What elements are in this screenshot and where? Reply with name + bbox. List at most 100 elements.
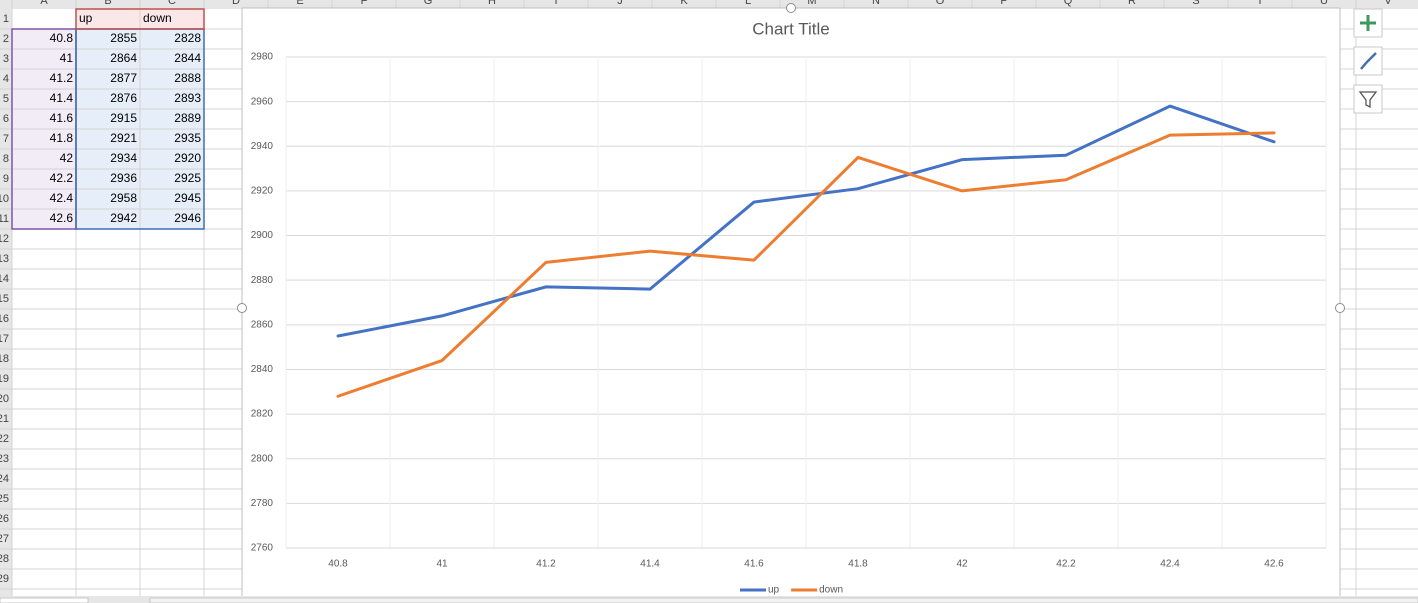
chart-filters-button[interactable] (1353, 84, 1383, 114)
column-header: J (617, 0, 623, 7)
row-header: 24 (0, 473, 9, 485)
data-cell: 41.6 (50, 111, 74, 125)
data-cell: 2877 (110, 71, 137, 85)
range-border-header (75, 8, 205, 30)
column-header: E (296, 0, 303, 7)
data-cell: 41.2 (50, 71, 74, 85)
y-tick-label: 2940 (251, 141, 274, 152)
x-tick-label: 42.4 (1160, 559, 1180, 570)
data-cell: 2915 (110, 111, 137, 125)
row-header: 26 (0, 513, 9, 525)
header-cell: up (79, 11, 93, 25)
x-tick-label: 41.4 (640, 559, 660, 570)
column-header: D (232, 0, 240, 7)
data-cell: 2920 (174, 151, 201, 165)
row-header: 3 (3, 53, 9, 65)
row-header: 28 (0, 553, 9, 565)
column-header: Q (1064, 0, 1073, 7)
y-tick-label: 2820 (251, 409, 274, 420)
row-header: 13 (0, 253, 9, 265)
row-header: 18 (0, 353, 9, 365)
y-tick-label: 2860 (251, 319, 274, 330)
x-tick-label: 41 (436, 559, 448, 570)
y-tick-label: 2840 (251, 364, 274, 375)
column-header: N (872, 0, 880, 7)
column-header: U (1320, 0, 1328, 7)
x-tick-label: 42.6 (1264, 559, 1284, 570)
row-header: 10 (0, 193, 9, 205)
chart-handles (237, 3, 1345, 313)
data-cell: 2855 (110, 31, 137, 45)
row-header: 11 (0, 213, 9, 225)
chart[interactable]: Chart Title 2760 2780 2800 2820 2840 2860 2880… (241, 7, 1341, 601)
y-tick-label: 2920 (251, 186, 274, 197)
data-cell: 2876 (110, 91, 137, 105)
x-tick-label: 42.2 (1056, 559, 1076, 570)
data-cell: 2946 (174, 211, 201, 225)
column-header: C (168, 0, 176, 7)
row-header: 17 (0, 333, 9, 345)
scroll-bar[interactable] (149, 597, 1418, 603)
y-tick-label: 2780 (251, 498, 274, 509)
column-header: T (1257, 0, 1264, 7)
legend-label: down (819, 585, 843, 596)
data-cell: 40.8 (50, 31, 74, 45)
row-header: 8 (3, 153, 9, 165)
sheet-tab[interactable] (0, 597, 89, 603)
data-cell: 41.4 (50, 91, 74, 105)
resize-handle[interactable] (1335, 303, 1345, 313)
row-header: 19 (0, 373, 9, 385)
data-cell: 41.8 (50, 131, 74, 145)
data-cell: 2958 (110, 191, 137, 205)
y-tick-label: 2960 (251, 96, 274, 107)
row-header: 1 (3, 13, 9, 25)
column-header: I (554, 0, 557, 7)
row-header: 6 (3, 113, 9, 125)
data-cell: 42 (60, 151, 74, 165)
filter-icon (1358, 91, 1378, 109)
row-header: 4 (3, 73, 9, 85)
data-cell: 2935 (174, 131, 201, 145)
chart-area[interactable] (241, 7, 1341, 601)
chart-buttons (1353, 8, 1383, 114)
column-header: R (1128, 0, 1136, 7)
row-header: 15 (0, 293, 9, 305)
column-header: A (40, 0, 48, 7)
column-header: M (807, 0, 816, 7)
data-cell: 2844 (174, 51, 201, 65)
row-header: 2 (3, 33, 9, 45)
header-cell: down (143, 11, 172, 25)
series-line (336, 104, 1276, 338)
data-cell: 2925 (174, 171, 201, 185)
row-header: 27 (0, 533, 9, 545)
x-tick-label: 41.6 (744, 559, 764, 570)
data-cell: 2893 (174, 91, 201, 105)
data-cell: 2888 (174, 71, 201, 85)
resize-handle[interactable] (786, 3, 796, 13)
x-tick-label: 41.8 (848, 559, 868, 570)
data-cell: 2936 (110, 171, 137, 185)
row-header: 21 (0, 413, 9, 425)
column-header: S (1192, 0, 1199, 7)
row-header: 7 (3, 133, 9, 145)
y-tick-label: 2900 (251, 230, 274, 241)
row-header: 16 (0, 313, 9, 325)
x-tick-label: 41.2 (536, 559, 556, 570)
data-cell: 2889 (174, 111, 201, 125)
row-header: 29 (0, 573, 9, 585)
y-tick-label: 2980 (251, 52, 274, 63)
data-cell: 2864 (110, 51, 137, 65)
brush-icon (1360, 52, 1377, 70)
column-header: O (936, 0, 945, 7)
x-tick-label: 42 (956, 559, 968, 570)
data-cell: 41 (60, 51, 74, 65)
data-cell: 42.4 (50, 191, 74, 205)
column-header-bar (0, 0, 1418, 9)
resize-handle[interactable] (237, 303, 247, 313)
data-cell: 2945 (174, 191, 201, 205)
chart-title[interactable]: Chart Title (752, 19, 829, 38)
x-tick-label: 40.8 (328, 559, 348, 570)
row-header: 12 (0, 233, 9, 245)
